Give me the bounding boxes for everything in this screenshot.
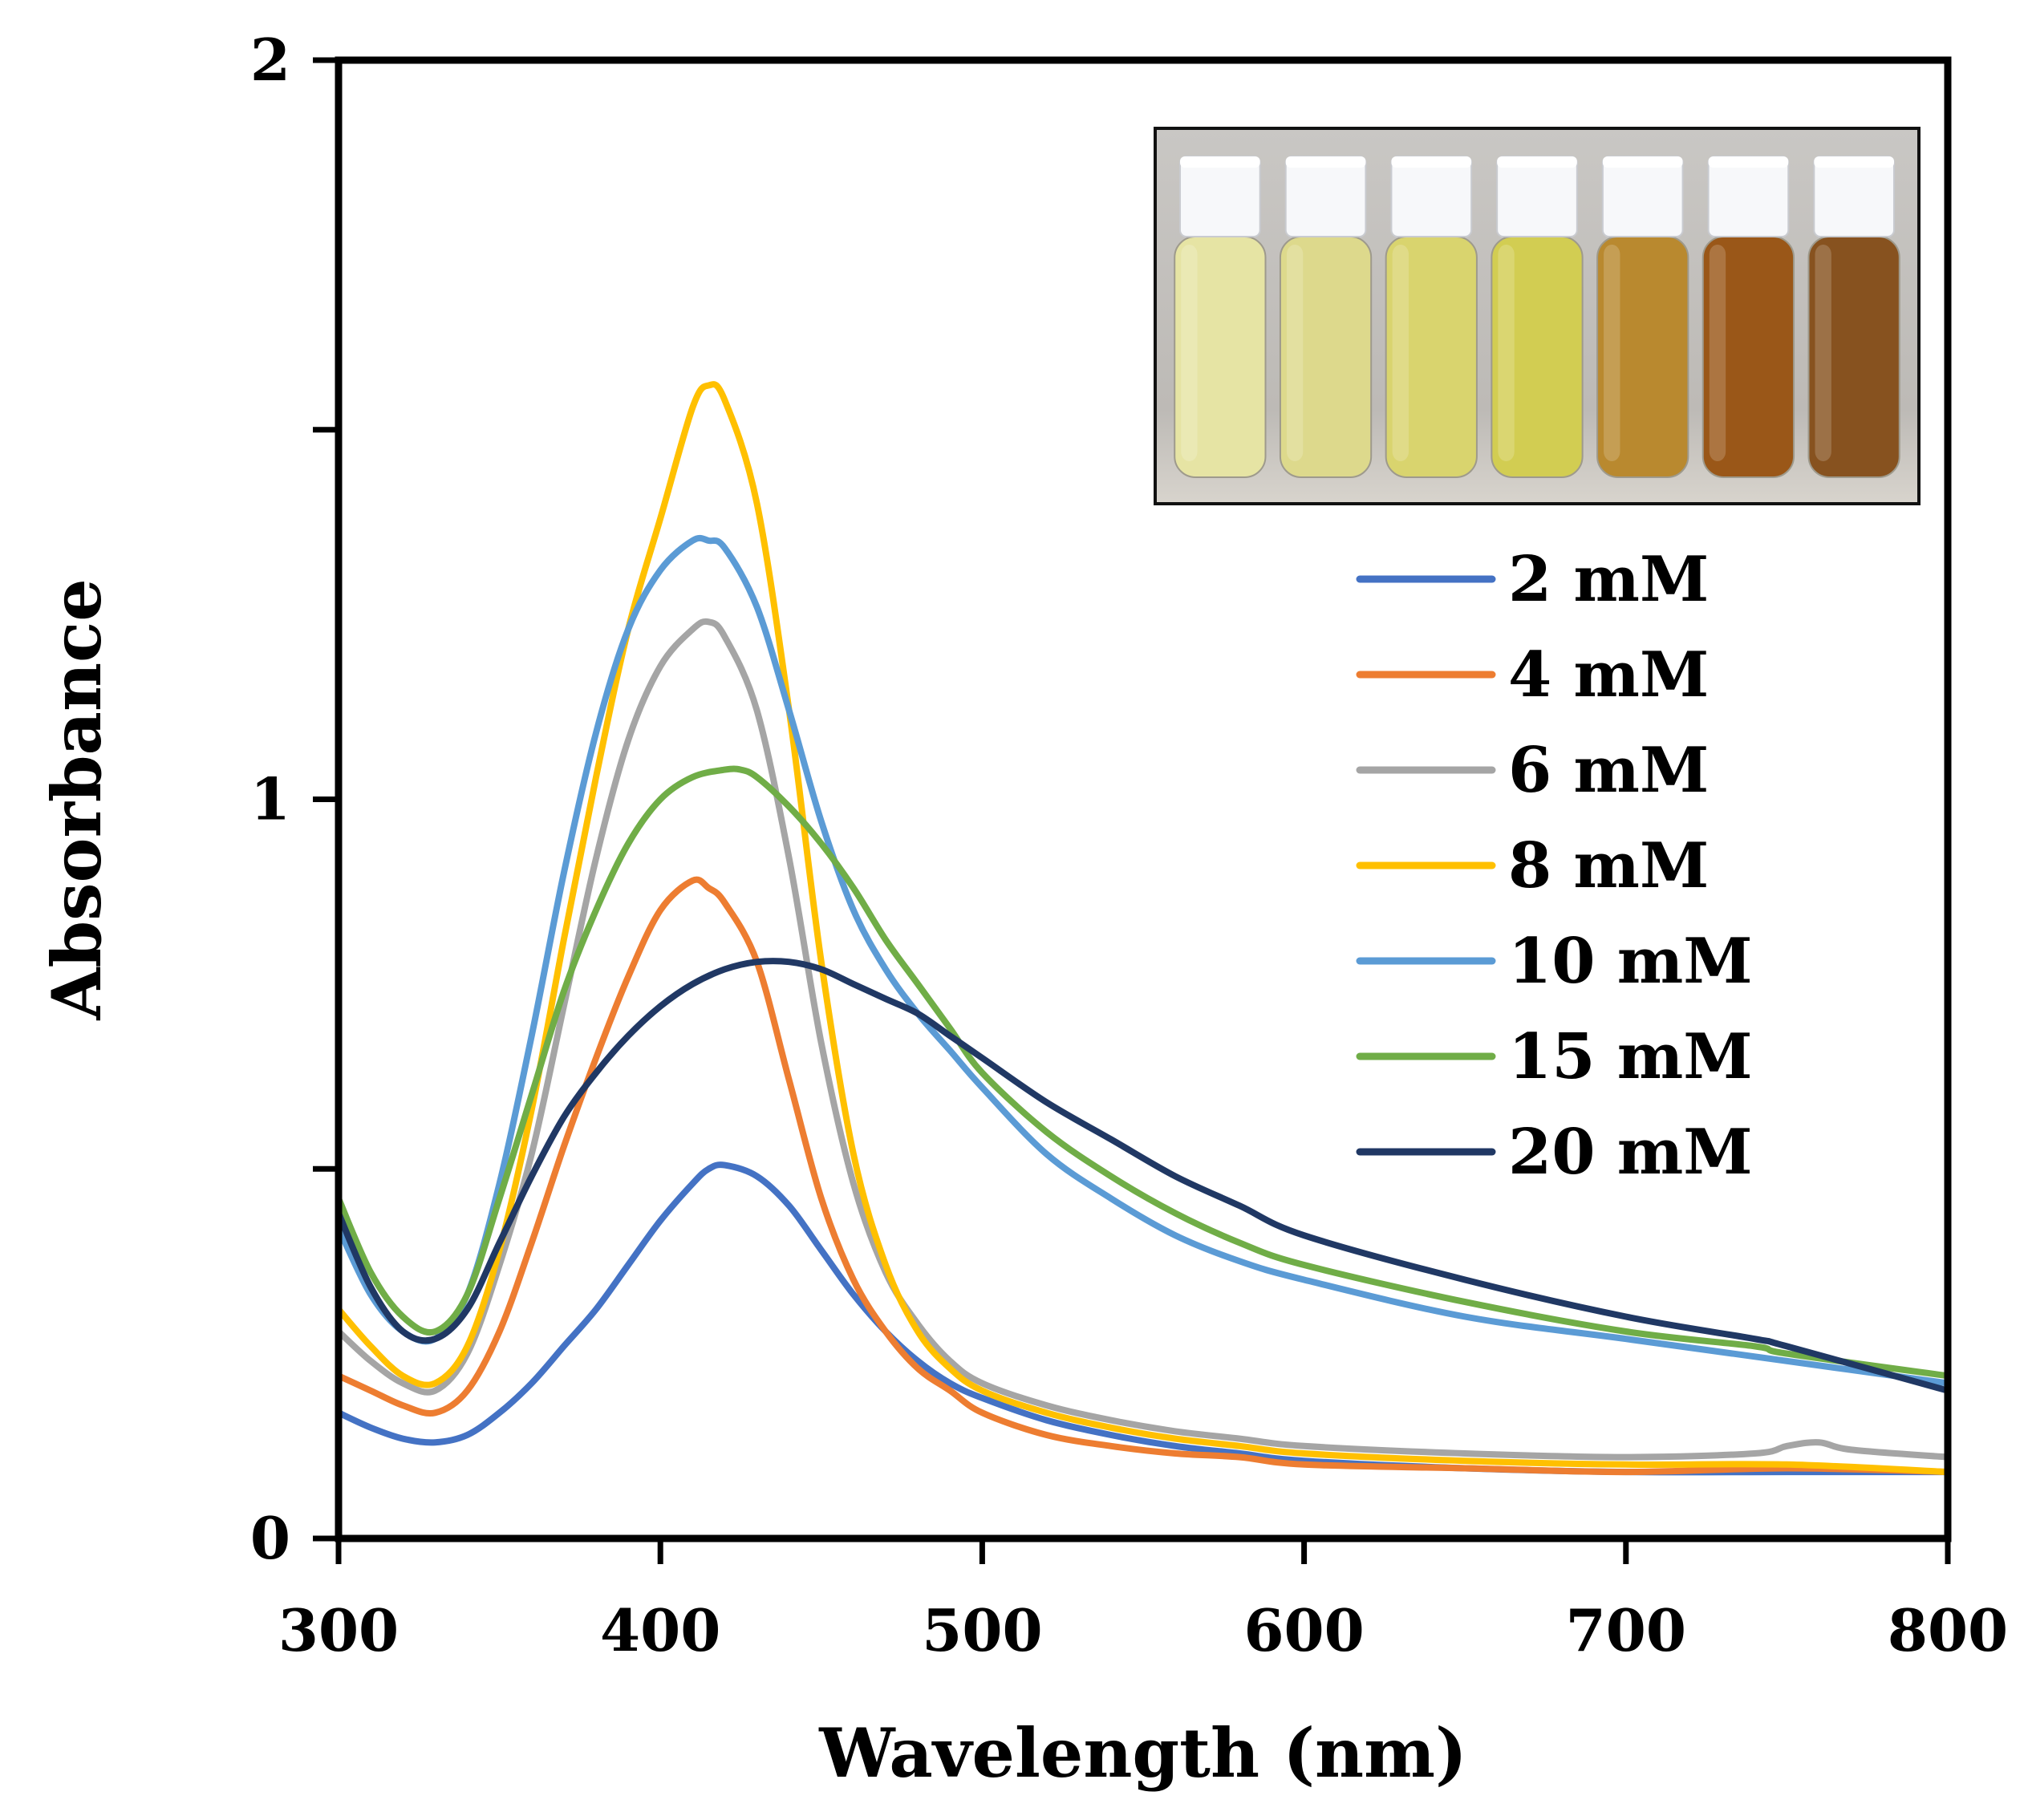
legend-label: 6 mM [1508, 734, 1709, 807]
x-tick-label: 800 [1888, 1596, 2008, 1664]
y-tick-label: 2 [250, 26, 290, 94]
y-tick-label: 1 [250, 765, 290, 833]
y-tick-label: 0 [250, 1504, 290, 1572]
legend-label: 20 mM [1508, 1116, 1753, 1189]
series-line-20-mm [335, 958, 1951, 1394]
x-tick-label: 600 [1243, 1596, 1364, 1664]
series-line-6-mm [335, 618, 1951, 1461]
vial [1807, 156, 1900, 478]
x-tick-label: 500 [922, 1596, 1042, 1664]
legend-item: 6 mM [1356, 734, 1709, 807]
vial [1491, 156, 1584, 478]
legend-item: 4 mM [1356, 638, 1709, 711]
inset-photo [1154, 127, 1921, 505]
vial [1385, 156, 1478, 478]
x-tick-label: 300 [278, 1596, 399, 1664]
x-tick-label: 700 [1566, 1596, 1686, 1664]
legend-label: 10 mM [1508, 925, 1753, 998]
series-line-15-mm [335, 765, 1951, 1380]
legend-item: 2 mM [1356, 543, 1709, 616]
series-layer [335, 381, 1951, 1476]
y-axis-title: Absorbance [37, 578, 116, 1020]
vial [1701, 156, 1795, 478]
series-line-8-mm [335, 381, 1951, 1476]
legend-label: 8 mM [1508, 829, 1709, 902]
legend: 2 mM 4 mM 6 mM 8 mM 10 mM 15 mM 20 mM [1356, 543, 1753, 1189]
legend-item: 10 mM [1356, 925, 1753, 998]
legend-label: 15 mM [1508, 1020, 1753, 1093]
legend-item: 15 mM [1356, 1020, 1753, 1093]
x-axis-title: Wavelength (nm) [818, 1713, 1466, 1793]
legend-label: 4 mM [1508, 638, 1709, 711]
x-tick-label: 400 [600, 1596, 720, 1664]
series-line-10-mm [335, 534, 1951, 1387]
vial [1279, 156, 1373, 478]
legend-item: 8 mM [1356, 829, 1709, 902]
axes-layer: 0 1 2 300 400 500 600 700 800 [250, 26, 2008, 1664]
legend-label: 2 mM [1508, 543, 1709, 616]
vial [1174, 156, 1267, 478]
legend-item: 20 mM [1356, 1116, 1753, 1189]
vial [1596, 156, 1689, 478]
series-line-4-mm [335, 876, 1951, 1476]
